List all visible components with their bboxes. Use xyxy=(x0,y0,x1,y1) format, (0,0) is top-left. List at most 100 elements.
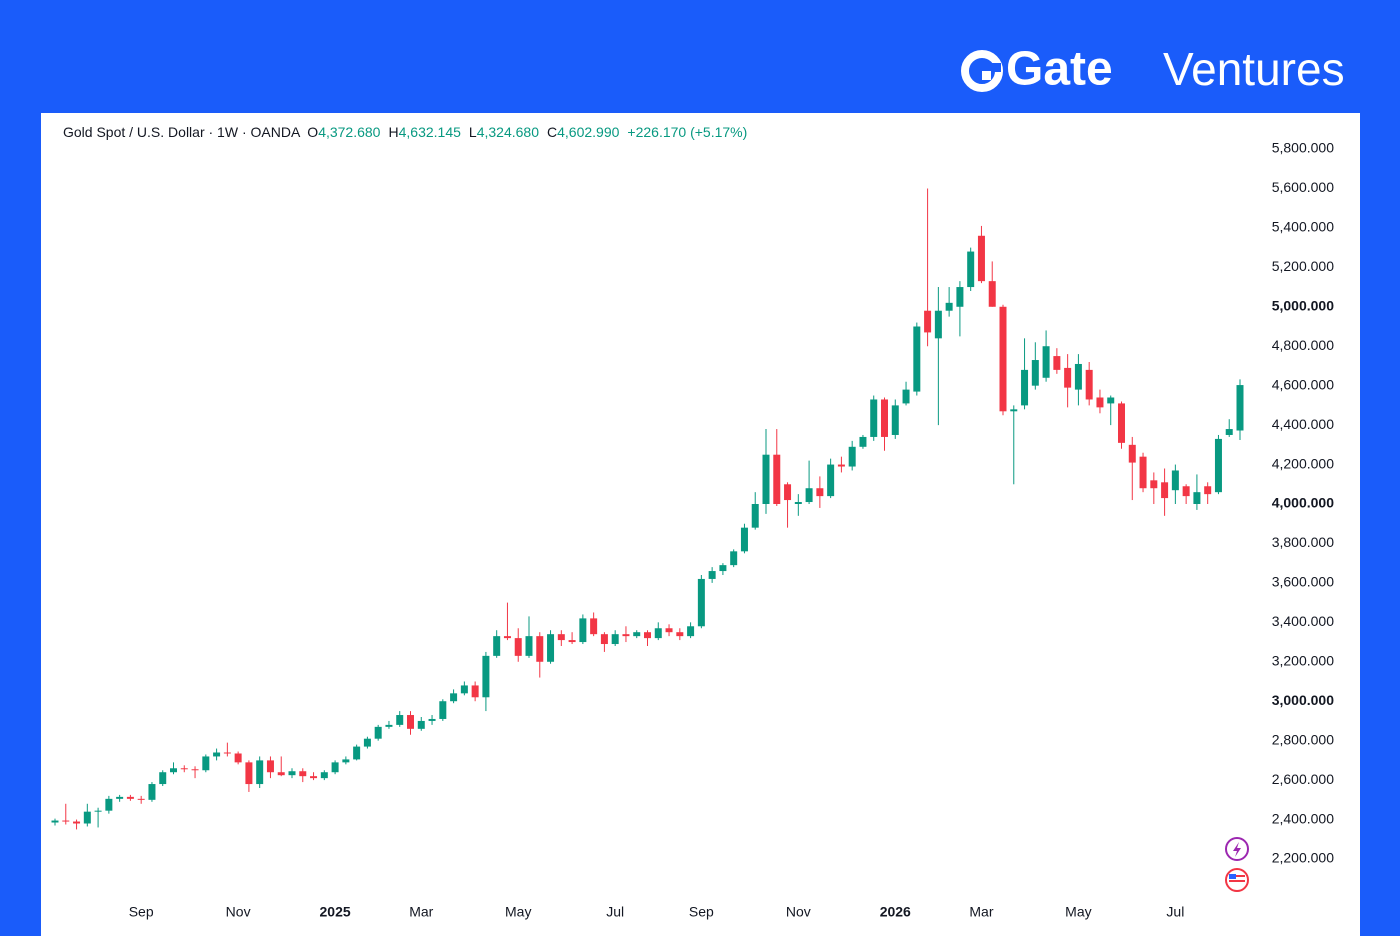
candle-body xyxy=(870,399,878,437)
candle-body xyxy=(967,251,975,288)
y-tick-label: 5,000.000 xyxy=(1272,297,1334,313)
candle-body xyxy=(1107,397,1115,404)
y-tick-label: 3,400.000 xyxy=(1272,613,1334,629)
candle-body xyxy=(762,454,770,504)
candle-body xyxy=(1161,482,1169,499)
alert-bolt xyxy=(1233,842,1241,857)
flag-stripe xyxy=(1229,875,1245,877)
y-tick-label: 2,800.000 xyxy=(1272,731,1334,747)
candle-body xyxy=(547,634,555,662)
candle-body xyxy=(536,636,544,662)
candle-body xyxy=(913,326,921,392)
candle-body xyxy=(622,634,630,637)
candle-body xyxy=(137,798,145,800)
candle-body xyxy=(396,715,404,725)
candle-body xyxy=(1128,444,1136,463)
x-tick-label: Jul xyxy=(606,904,624,920)
candle-body xyxy=(611,634,619,645)
candle-body xyxy=(320,772,328,779)
candle-body xyxy=(1031,360,1039,386)
candle-body xyxy=(1053,356,1061,370)
chart-panel xyxy=(41,113,1360,936)
flag-stripe xyxy=(1229,880,1245,882)
candle-body xyxy=(471,685,479,698)
y-tick-label: 3,000.000 xyxy=(1272,692,1334,708)
candle-body xyxy=(1225,429,1233,435)
y-tick-label: 4,600.000 xyxy=(1272,376,1334,392)
candle-body xyxy=(1150,480,1158,489)
legend-key: O xyxy=(307,124,318,140)
candle-body xyxy=(62,820,70,822)
candle-body xyxy=(1182,486,1190,497)
x-tick-label: Sep xyxy=(689,904,714,920)
y-tick-label: 3,800.000 xyxy=(1272,534,1334,550)
candle-body xyxy=(385,724,393,727)
legend-key: C xyxy=(547,124,557,140)
candle-body xyxy=(245,762,253,785)
x-tick-label: May xyxy=(505,904,531,920)
candle-body xyxy=(234,753,242,763)
candle-body xyxy=(934,310,942,339)
candle-body xyxy=(126,796,134,799)
x-tick-label: 2025 xyxy=(320,904,351,920)
candle-body xyxy=(1064,367,1072,388)
y-tick-label: 4,400.000 xyxy=(1272,416,1334,432)
candle-body xyxy=(170,768,177,773)
logo: Gate Ventures xyxy=(961,43,1345,96)
candle-body xyxy=(310,776,318,779)
x-tick-label: Mar xyxy=(969,904,993,920)
candle-body xyxy=(202,756,210,771)
candle-body xyxy=(1021,369,1029,406)
legend-value: 4,602.990 xyxy=(557,124,619,140)
candle-body xyxy=(1214,438,1222,493)
candle-body xyxy=(94,810,102,812)
logo-cut xyxy=(982,63,1001,72)
candle-body xyxy=(1096,397,1104,408)
flag-canton xyxy=(1229,874,1236,879)
candle-body xyxy=(708,571,716,579)
candle-body xyxy=(51,820,59,823)
candle-body xyxy=(288,771,296,776)
candle-body xyxy=(256,760,264,785)
candle-body xyxy=(590,618,598,635)
candle-body xyxy=(148,784,156,800)
candle-body xyxy=(837,464,845,467)
y-tick-label: 4,200.000 xyxy=(1272,455,1334,471)
candle-body xyxy=(945,302,953,311)
x-tick-label: Nov xyxy=(226,904,251,920)
plot-area: 2,200.000 2,400.000 2,600.000 2,800.000 3,00… xyxy=(51,140,1334,920)
candle-body xyxy=(331,762,339,773)
candle-body xyxy=(417,720,425,729)
candle-body xyxy=(213,752,221,757)
candle-body xyxy=(999,306,1007,412)
candle-body xyxy=(924,310,932,333)
candle-body xyxy=(73,821,81,824)
candle-body xyxy=(751,504,759,528)
y-tick-label: 5,200.000 xyxy=(1272,258,1334,274)
candle-body xyxy=(730,551,738,566)
candle-body xyxy=(482,655,490,698)
header-text: Gold Spot / U.S. Dollar · 1W · OANDA O4,3… xyxy=(63,124,747,140)
candle-body xyxy=(654,628,662,639)
candle-body xyxy=(1139,456,1147,489)
y-tick-label: 4,800.000 xyxy=(1272,337,1334,353)
candle-body xyxy=(676,632,684,637)
candle-body xyxy=(794,502,802,504)
brand-suffix: Ventures xyxy=(1163,43,1345,95)
candle-body xyxy=(116,796,124,799)
candle-body xyxy=(881,399,888,437)
candle-body xyxy=(493,636,501,656)
candle-body xyxy=(266,760,274,773)
candle-body xyxy=(277,772,285,776)
candle-body xyxy=(956,287,964,307)
candle-body xyxy=(773,454,781,504)
y-tick-label: 3,200.000 xyxy=(1272,652,1334,668)
symbol: Gold Spot / U.S. Dollar · 1W · OANDA xyxy=(63,124,301,140)
legend-value: 4,372.680 xyxy=(318,124,380,140)
candle-body xyxy=(687,626,695,637)
legend-key: L xyxy=(469,124,477,140)
candle-body xyxy=(1074,363,1082,390)
y-tick-label: 2,400.000 xyxy=(1272,810,1334,826)
candle-body xyxy=(439,701,447,719)
